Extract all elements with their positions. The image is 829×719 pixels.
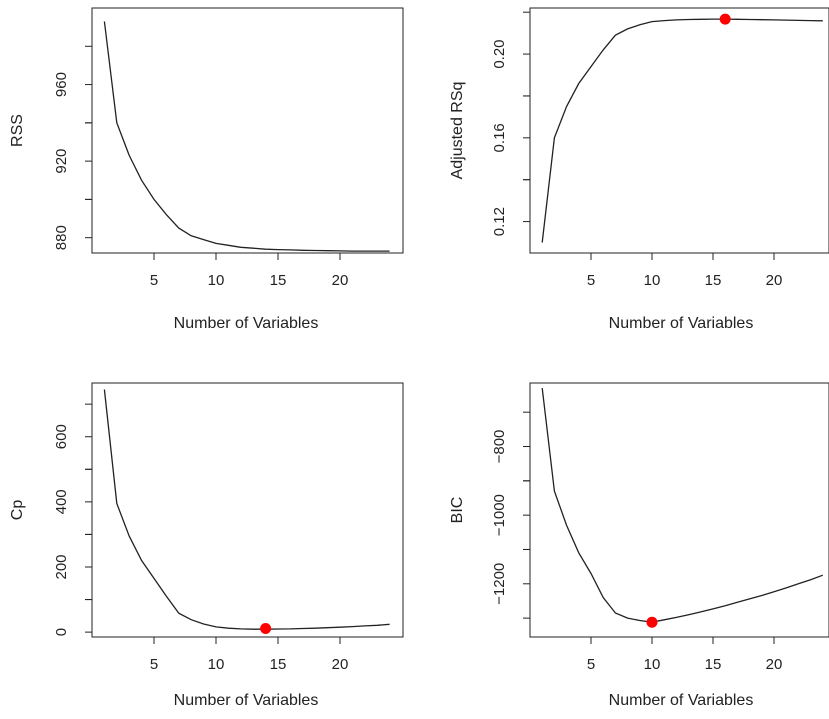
panel-4-x-tick-label: 10 <box>644 656 661 673</box>
panel-2-y-axis-label: Adjusted RSq <box>449 82 466 180</box>
panel-3-x-tick-label: 20 <box>332 656 349 673</box>
panel-3-series-line <box>103 389 390 630</box>
panel-4-y-tick-label: −800 <box>491 430 508 464</box>
panel-1-x-tick-label: 10 <box>208 272 225 289</box>
panel-2-x-tick-label: 10 <box>644 272 661 289</box>
panel-2-y-tick-label: 0.20 <box>491 39 508 68</box>
panel-2-series-line <box>541 18 823 243</box>
panel-4-y-tick-label: −1200 <box>491 563 508 605</box>
panel-3-y-tick-label: 0 <box>53 628 70 636</box>
panel-1-series-line <box>103 21 390 252</box>
panel-1-y-tick-label: 880 <box>53 225 70 250</box>
panel-3-y-tick-label: 600 <box>53 424 70 449</box>
panel-1-x-axis-label: Number of Variables <box>174 315 319 332</box>
panel-4-frame <box>529 382 829 638</box>
panel-3-x-tick-label: 5 <box>150 656 158 673</box>
panel-2-frame <box>529 7 829 254</box>
panel-4-x-tick-label: 15 <box>705 656 722 673</box>
panel-4-optimum-point <box>646 616 658 628</box>
panel-3-x-axis-label: Number of Variables <box>174 692 319 709</box>
panel-1-y-tick-label: 920 <box>53 149 70 174</box>
panel-3-optimum-point <box>260 623 272 635</box>
panel-1-x-tick-label: 5 <box>150 272 158 289</box>
panel-1-frame <box>91 7 404 254</box>
panel-1-y-tick-label: 960 <box>53 72 70 97</box>
panel-3-x-tick-label: 10 <box>208 656 225 673</box>
panel-4-series-line <box>541 388 824 623</box>
panel-4-x-axis-label: Number of Variables <box>609 692 754 709</box>
panel-1-y-axis-label: RSS <box>9 114 26 147</box>
panel-4-y-tick-label: −1000 <box>491 494 508 536</box>
panel-3-y-tick-label: 200 <box>53 554 70 579</box>
panel-4-x-tick-label: 20 <box>766 656 783 673</box>
panel-3-y-axis-label: Cp <box>9 500 26 521</box>
panel-2-optimum-point <box>719 13 731 25</box>
panel-3-x-tick-label: 15 <box>270 656 287 673</box>
panel-4-y-axis-label: BIC <box>449 497 466 524</box>
panel-2-x-tick-label: 15 <box>705 272 722 289</box>
panel-3-y-tick-label: 400 <box>53 489 70 514</box>
panel-2-x-tick-label: 20 <box>766 272 783 289</box>
panel-2-y-tick-label: 0.16 <box>491 123 508 152</box>
panel-3-frame <box>91 382 404 638</box>
panel-2-y-tick-label: 0.12 <box>491 207 508 236</box>
panel-2-x-axis-label: Number of Variables <box>609 315 754 332</box>
panel-1-x-tick-label: 15 <box>270 272 287 289</box>
panel-4-x-tick-label: 5 <box>587 656 595 673</box>
panel-2-x-tick-label: 5 <box>587 272 595 289</box>
panel-1-x-tick-label: 20 <box>332 272 349 289</box>
